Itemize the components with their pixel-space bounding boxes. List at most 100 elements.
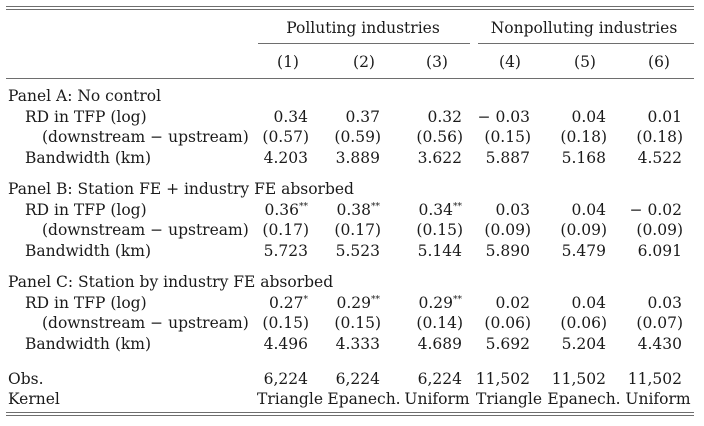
rd-cell: 0.27* [269, 293, 308, 313]
bandwidth-cell: 4.430 [637, 334, 682, 353]
bottom-rule-1 [6, 412, 694, 413]
rd-value: 0.37 [345, 107, 380, 126]
rd-cell: 0.36** [264, 200, 308, 220]
significance-stars: ** [299, 201, 308, 212]
obs-cell: 11,502 [551, 370, 606, 388]
row-label-bandwidth: Bandwidth (km) [25, 148, 152, 167]
rd-value: 0.03 [647, 293, 682, 312]
group-header-nonpolluting: Nonpolluting industries [490, 19, 678, 37]
rd-value: − 0.03 [477, 107, 530, 126]
bandwidth-cell: 4.496 [263, 334, 308, 353]
bandwidth-cell: 4.522 [637, 148, 682, 167]
row-label-se: (downstream − upstream) [42, 314, 249, 332]
se-cell: (0.15) [484, 128, 531, 146]
se-cell: (0.07) [636, 314, 683, 332]
rd-cell: 0.04 [571, 107, 606, 127]
bandwidth-cell: 5.204 [561, 334, 606, 353]
group-underline-polluting [258, 43, 470, 44]
col-header-3: (3) [426, 53, 448, 71]
rd-value: 0.29 [336, 293, 371, 312]
rd-cell: 0.34 [273, 107, 308, 127]
rd-value: 0.27 [268, 293, 304, 312]
rd-value: 0.01 [647, 107, 682, 126]
bandwidth-cell: 5.144 [417, 241, 462, 260]
top-rule-1 [6, 6, 694, 7]
kernel-cell: Epanech. [547, 390, 621, 408]
se-cell: (0.59) [334, 128, 381, 146]
row-label-obs: Obs. [8, 370, 44, 388]
se-cell: (0.17) [262, 221, 309, 239]
se-cell: (0.09) [484, 221, 531, 239]
obs-cell: 11,502 [627, 370, 682, 388]
rd-cell: 0.34** [418, 200, 462, 220]
row-label-bandwidth: Bandwidth (km) [25, 334, 152, 353]
rd-value: 0.04 [571, 200, 606, 219]
panel-title: Panel A: No control [8, 87, 162, 105]
se-cell: (0.06) [484, 314, 531, 332]
bandwidth-cell: 3.889 [335, 148, 380, 167]
rd-value: 0.36 [264, 200, 299, 219]
rd-value: 0.04 [571, 293, 606, 312]
bandwidth-cell: 6.091 [637, 241, 682, 260]
bandwidth-cell: 5.692 [485, 334, 530, 353]
group-header-polluting: Polluting industries [286, 19, 440, 37]
rd-cell: 0.37 [345, 107, 380, 127]
group-underline-nonpolluting [478, 43, 694, 44]
rd-cell: 0.32 [427, 107, 462, 127]
significance-stars: ** [371, 201, 380, 212]
col-header-4: (4) [499, 53, 521, 71]
rd-cell: 0.38** [336, 200, 380, 220]
col-header-6: (6) [648, 53, 670, 71]
top-rule-2 [6, 9, 694, 10]
row-label-rd: RD in TFP (log) [25, 200, 147, 219]
kernel-cell: Uniform [404, 390, 470, 408]
rd-value: 0.38 [336, 200, 371, 219]
se-cell: (0.17) [334, 221, 381, 239]
se-cell: (0.57) [262, 128, 309, 146]
bandwidth-cell: 4.689 [417, 334, 462, 353]
rd-cell: 0.03 [495, 200, 530, 220]
se-cell: (0.15) [334, 314, 381, 332]
obs-cell: 6,224 [263, 370, 308, 388]
obs-cell: 6,224 [335, 370, 380, 388]
rd-cell: 0.03 [647, 293, 682, 313]
rd-cell: 0.04 [571, 293, 606, 313]
bandwidth-cell: 5.523 [335, 241, 380, 260]
header-rule [6, 78, 694, 79]
panel-title: Panel C: Station by industry FE absorbed [8, 273, 334, 291]
se-cell: (0.09) [636, 221, 683, 239]
rd-cell: 0.01 [647, 107, 682, 127]
bandwidth-cell: 3.622 [417, 148, 462, 167]
rd-cell: 0.29** [418, 293, 462, 313]
rd-value: 0.29 [418, 293, 453, 312]
kernel-cell: Triangle [476, 390, 542, 408]
col-header-2: (2) [353, 53, 375, 71]
bandwidth-cell: 5.887 [485, 148, 530, 167]
rd-cell: − 0.02 [630, 200, 682, 220]
bandwidth-cell: 5.479 [561, 241, 606, 260]
obs-cell: 11,502 [475, 370, 530, 388]
row-label-bandwidth: Bandwidth (km) [25, 241, 152, 260]
significance-stars: ** [371, 294, 380, 305]
bottom-rule-2 [6, 415, 694, 416]
col-header-5: (5) [574, 53, 596, 71]
rd-cell: 0.04 [571, 200, 606, 220]
row-label-kernel: Kernel [8, 390, 60, 408]
se-cell: (0.14) [416, 314, 463, 332]
bandwidth-cell: 4.203 [263, 148, 308, 167]
bandwidth-cell: 4.333 [335, 334, 380, 353]
bandwidth-cell: 5.168 [561, 148, 606, 167]
rd-cell: − 0.03 [478, 107, 530, 127]
row-label-rd: RD in TFP (log) [25, 107, 147, 126]
rd-value: 0.32 [427, 107, 462, 126]
rd-value: − 0.02 [629, 200, 682, 219]
rd-value: 0.34 [273, 107, 308, 126]
rd-value: 0.34 [418, 200, 453, 219]
significance-stars: ** [453, 294, 462, 305]
se-cell: (0.15) [416, 221, 463, 239]
kernel-cell: Triangle [257, 390, 323, 408]
col-header-1: (1) [277, 53, 299, 71]
row-label-se: (downstream − upstream) [42, 221, 249, 239]
kernel-cell: Uniform [625, 390, 691, 408]
row-label-rd: RD in TFP (log) [25, 293, 147, 312]
